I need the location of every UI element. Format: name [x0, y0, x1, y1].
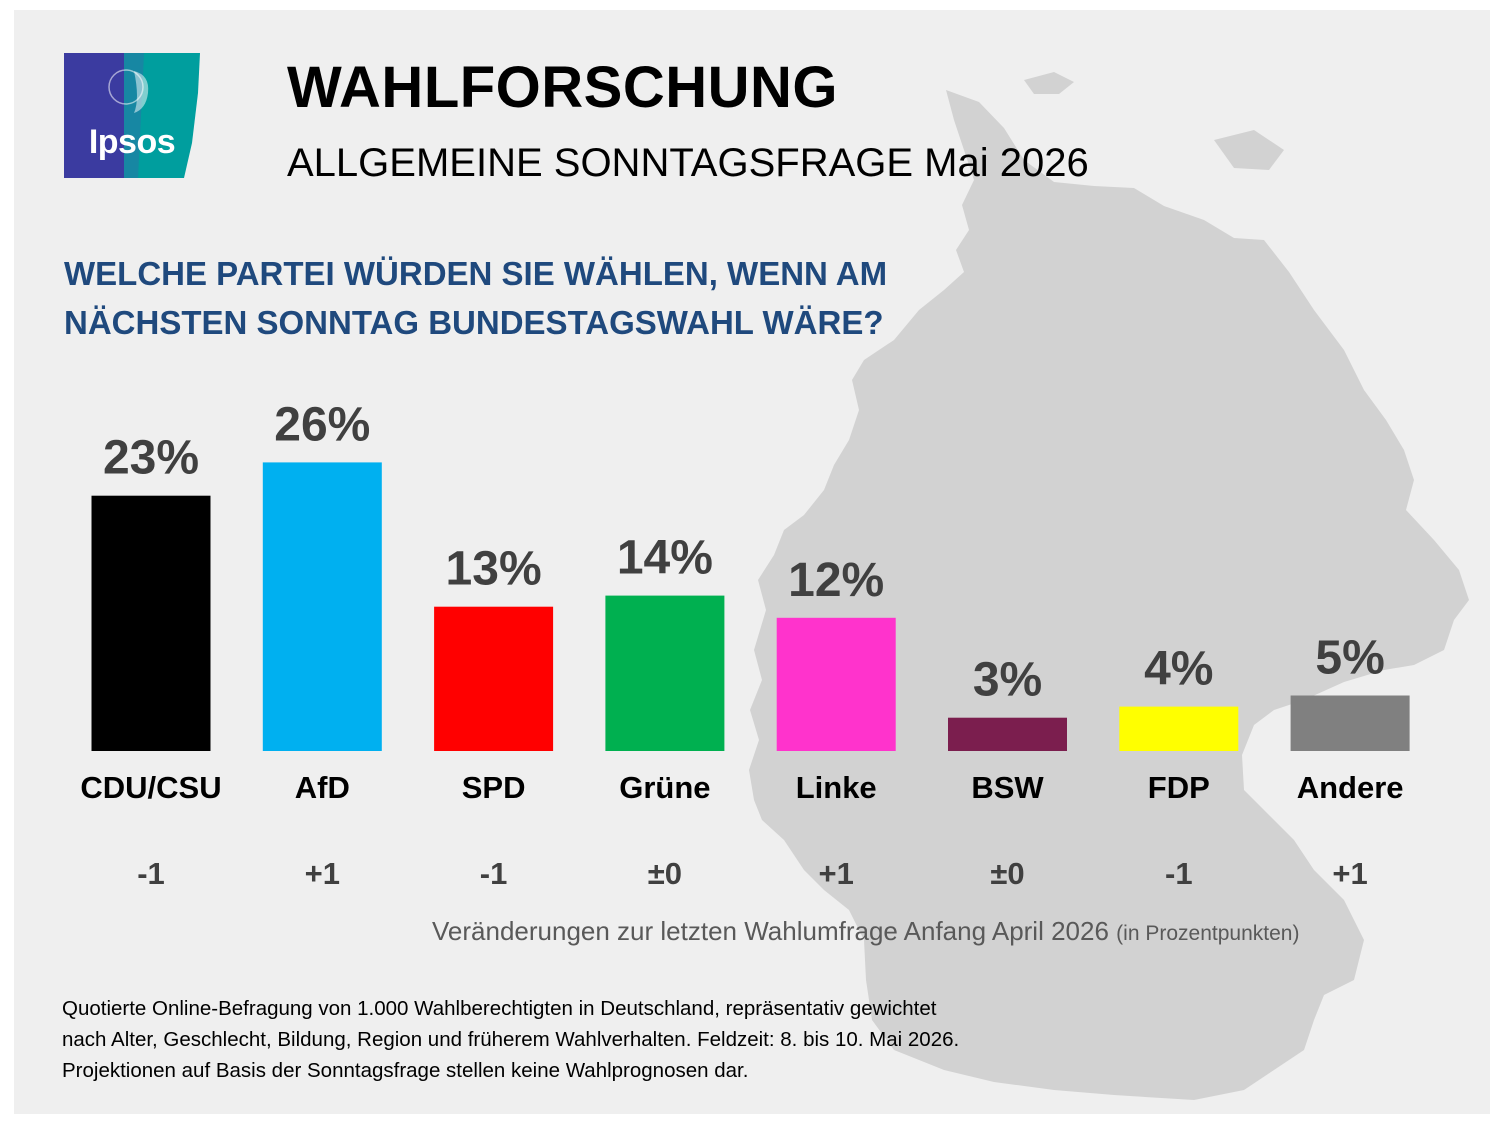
- bar-chart: 23% CDU/CSU -1 26% AfD +1 13% SPD -1 14% Grüne ±0 12…: [80, 398, 1410, 891]
- change-label-afd: +1: [305, 856, 340, 891]
- category-label-andere: Andere: [1297, 770, 1404, 805]
- change-note-text: Veränderungen zur letzten Wahlumfrage An…: [432, 916, 1109, 946]
- category-label-spd: SPD: [462, 770, 526, 805]
- change-label-cdu-csu: -1: [137, 856, 165, 891]
- infographic: Ipsos WAHLFORSCHUNG ALLGEMEINE SONNTAGSF…: [14, 10, 1490, 1114]
- value-label-gr-ne: 14%: [617, 532, 713, 585]
- category-label-cdu-csu: CDU/CSU: [80, 770, 221, 805]
- page-title: WAHLFORSCHUNG: [287, 55, 839, 120]
- bar-linke: [776, 617, 896, 751]
- bar-andere: [1290, 695, 1410, 751]
- methodology-line-3: Projektionen auf Basis der Sonntagsfrage…: [62, 1059, 749, 1082]
- ipsos-logo: Ipsos: [64, 53, 200, 178]
- value-label-bsw: 3%: [973, 654, 1042, 707]
- page-subtitle: ALLGEMEINE SONNTAGSFRAGE Mai 2026: [287, 141, 1089, 185]
- change-label-spd: -1: [480, 856, 508, 891]
- change-label-linke: +1: [819, 856, 854, 891]
- category-label-gr-ne: Grüne: [619, 770, 710, 805]
- bar-cdu-csu: [91, 495, 211, 751]
- change-label-bsw: ±0: [990, 856, 1024, 891]
- bar-afd: [262, 462, 382, 751]
- category-label-bsw: BSW: [971, 770, 1044, 805]
- change-note-unit: (in Prozentpunkten): [1116, 922, 1300, 945]
- question-line-1: WELCHE PARTEI WÜRDEN SIE WÄHLEN, WENN AM: [64, 255, 888, 292]
- category-label-afd: AfD: [295, 770, 350, 805]
- value-label-afd: 26%: [274, 398, 370, 451]
- question-line-2: NÄCHSTEN SONNTAG BUNDESTAGSWAHL WÄRE?: [64, 304, 884, 341]
- germany-map-silhouette: [749, 72, 1469, 1100]
- bar-spd: [434, 606, 554, 751]
- bar-gr-ne: [605, 595, 725, 751]
- category-label-fdp: FDP: [1148, 770, 1210, 805]
- value-label-andere: 5%: [1315, 632, 1384, 685]
- bar-bsw: [948, 717, 1067, 751]
- bar-fdp: [1119, 706, 1239, 751]
- change-label-gr-ne: ±0: [648, 856, 682, 891]
- methodology-line-1: Quotierte Online-Befragung von 1.000 Wah…: [62, 997, 937, 1020]
- value-label-linke: 12%: [788, 554, 884, 607]
- methodology-line-2: nach Alter, Geschlecht, Bildung, Region …: [62, 1028, 960, 1051]
- logo-wordmark: Ipsos: [88, 123, 176, 161]
- value-label-cdu-csu: 23%: [103, 432, 199, 485]
- value-label-spd: 13%: [446, 543, 542, 596]
- survey-question: WELCHE PARTEI WÜRDEN SIE WÄHLEN, WENN AM…: [64, 249, 964, 347]
- value-label-fdp: 4%: [1144, 643, 1213, 696]
- change-label-andere: +1: [1332, 856, 1367, 891]
- change-note: Veränderungen zur letzten Wahlumfrage An…: [432, 916, 1299, 947]
- category-label-linke: Linke: [796, 770, 877, 805]
- methodology-note: Quotierte Online-Befragung von 1.000 Wah…: [62, 993, 1262, 1086]
- change-label-fdp: -1: [1165, 856, 1193, 891]
